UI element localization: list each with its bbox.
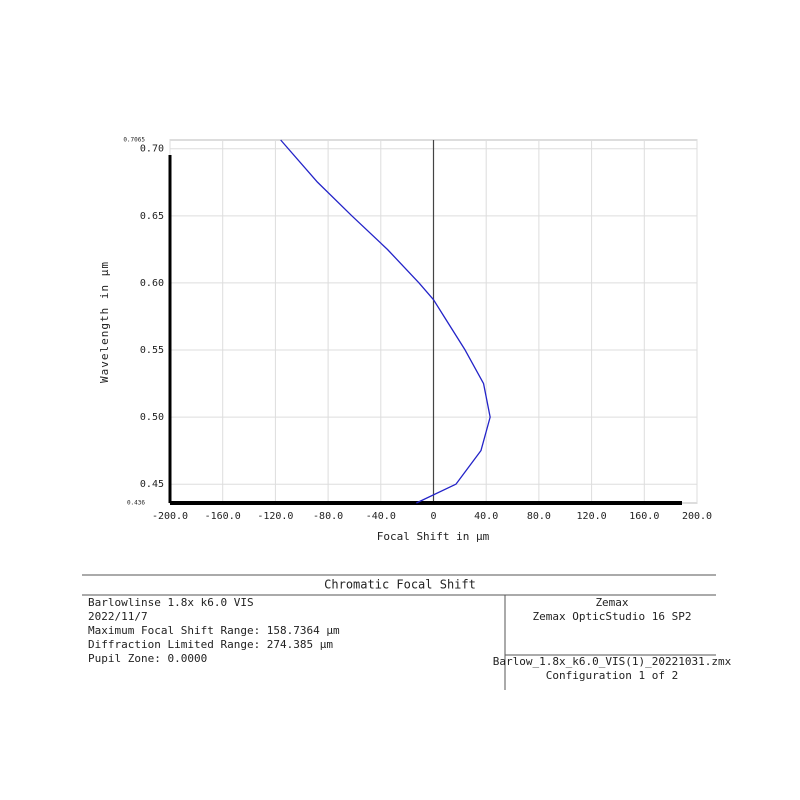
y-tick-label: 0.70 — [140, 144, 164, 155]
info-line: Pupil Zone: 0.0000 — [88, 652, 207, 665]
info-line: Barlowlinse 1.8x k6.0 VIS — [88, 596, 254, 609]
info-line: Barlow_1.8x_k6.0_VIS(1)_20221031.zmx — [493, 655, 732, 668]
x-tick-label: 0 — [430, 511, 436, 522]
x-tick-label: -40.0 — [366, 511, 396, 522]
x-tick-label: -80.0 — [313, 511, 343, 522]
info-line: Zemax OpticStudio 16 SP2 — [533, 610, 692, 623]
info-line: 2022/11/7 — [88, 610, 148, 623]
x-tick-label: 200.0 — [682, 511, 712, 522]
x-tick-label: 40.0 — [474, 511, 498, 522]
x-tick-label: 160.0 — [629, 511, 659, 522]
y-tick-label: 0.60 — [140, 278, 164, 289]
y-tick-label: 0.45 — [140, 479, 164, 490]
x-tick-label: 80.0 — [527, 511, 551, 522]
info-line: Diffraction Limited Range: 274.385 µm — [88, 638, 333, 651]
x-axis-label: Focal Shift in µm — [377, 530, 490, 543]
y-tick-label: 0.50 — [140, 412, 164, 423]
box-title: Chromatic Focal Shift — [324, 578, 476, 592]
y-limit-label: 0.436 — [127, 500, 145, 507]
info-line: Zemax — [595, 596, 628, 609]
info-line: Maximum Focal Shift Range: 158.7364 µm — [88, 624, 340, 637]
y-tick-label: 0.65 — [140, 211, 164, 222]
x-tick-label: -120.0 — [257, 511, 293, 522]
x-tick-label: -200.0 — [152, 511, 188, 522]
x-tick-label: 120.0 — [577, 511, 607, 522]
y-tick-label: 0.55 — [140, 345, 164, 356]
y-axis-label: Wavelength in µm — [98, 261, 111, 383]
y-limit-label: 0.7065 — [123, 137, 145, 144]
focal-shift-curve — [280, 139, 491, 504]
x-tick-label: -160.0 — [205, 511, 241, 522]
info-line: Configuration 1 of 2 — [546, 669, 678, 682]
